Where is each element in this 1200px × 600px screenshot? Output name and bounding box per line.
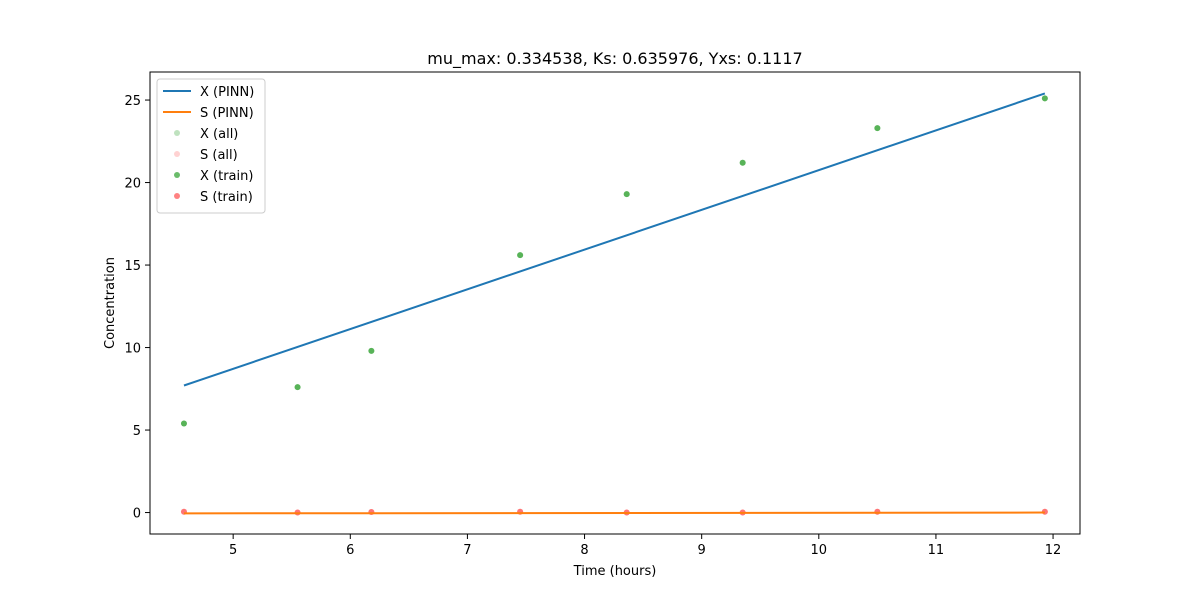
x-tick-label: 11: [928, 543, 945, 558]
legend-label-x-train: X (train): [200, 169, 253, 184]
data-point-x-train: [294, 384, 301, 391]
y-tick-label: 5: [133, 424, 141, 439]
x-tick-label: 9: [698, 543, 706, 558]
plot-frame: [149, 71, 1081, 535]
y-tick-label: 25: [124, 94, 141, 109]
legend-label-s-pinn: S (PINN): [200, 106, 254, 121]
y-axis-label: Concentration: [103, 257, 118, 349]
x-tick-label: 5: [229, 543, 237, 558]
data-point-x-train: [623, 191, 630, 198]
plot-area: [150, 72, 1080, 534]
legend-swatch-s-train: [174, 193, 180, 199]
axes: 5 6 7 8 9 10 11 12 0 5 10 15 20 25: [124, 71, 1081, 558]
x-tick-label: 7: [463, 543, 471, 558]
chart-title: mu_max: 0.334538, Ks: 0.635976, Yxs: 0.1…: [427, 49, 802, 69]
data-point-x-train: [739, 159, 746, 166]
data-point-x-train: [180, 420, 187, 427]
series-line-s-pinn: [183, 511, 1045, 515]
y-tick-label: 15: [124, 259, 141, 274]
x-tick-label: 12: [1045, 543, 1062, 558]
series-line-x-pinn: [183, 92, 1046, 387]
legend-label-s-all: S (all): [200, 148, 238, 163]
x-axis-label: Time (hours): [573, 564, 657, 579]
data-marks: [180, 92, 1048, 516]
x-tick-label: 10: [811, 543, 828, 558]
data-point-x-train: [368, 347, 375, 354]
data-point-x-train: [874, 125, 881, 132]
legend-label-x-all: X (all): [200, 127, 238, 142]
y-tick-label: 0: [133, 507, 141, 522]
legend: X (PINN) S (PINN) X (all) S (all) X (train) S…: [156, 78, 266, 214]
legend-label-x-pinn: X (PINN): [200, 85, 254, 100]
legend-label-s-train: S (train): [200, 190, 253, 205]
y-tick-label: 20: [124, 177, 141, 192]
data-point-x-train: [517, 252, 524, 259]
legend-swatch-s-all: [174, 151, 180, 157]
legend-swatch-x-train: [174, 172, 180, 178]
legend-swatch-x-all: [174, 130, 180, 136]
x-tick-label: 8: [580, 543, 588, 558]
x-tick-label: 6: [346, 543, 354, 558]
y-tick-label: 10: [124, 342, 141, 357]
data-point-x-train: [1041, 95, 1048, 102]
